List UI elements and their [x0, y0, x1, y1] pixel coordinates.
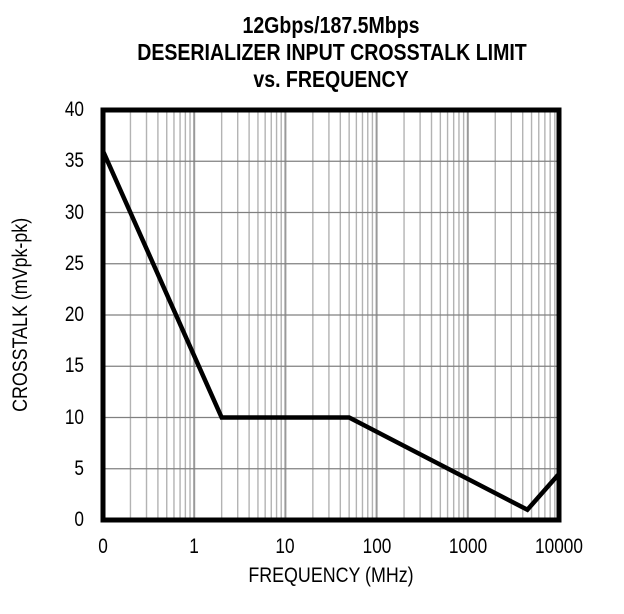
x-axis-title: FREQUENCY (MHz) [248, 564, 414, 587]
y-tick-label-15: 15 [64, 354, 84, 378]
x-tick-label-1000: 1000 [448, 535, 487, 558]
y-tick-label-30: 30 [64, 200, 84, 224]
chart-title: 12Gbps/187.5Mbps DESERIALIZER INPUT CROS… [137, 12, 527, 93]
series-line-deserializer-input-crosstalk-limit [100, 150, 561, 513]
y-tick-label-0: 0 [74, 508, 84, 531]
x-tick-label-10000: 10000 [535, 535, 583, 558]
x-tick-label-10: 10 [275, 535, 295, 558]
chart-title-line-1: 12Gbps/187.5Mbps [242, 12, 420, 38]
y-tick-label-10: 10 [64, 405, 84, 429]
chart-title-line-2: DESERIALIZER INPUT CROSSTALK LIMIT [137, 39, 527, 65]
x-tick-label-0: 0 [98, 535, 108, 558]
plot-area [100, 107, 562, 523]
y-tick-label-35: 35 [64, 149, 84, 173]
y-tick-label-5: 5 [74, 456, 84, 480]
y-tick-label-20: 20 [64, 303, 84, 326]
chart-title-line-3: vs. FREQUENCY [253, 66, 409, 92]
x-tick-label-100: 100 [362, 535, 391, 558]
x-tick-label-1: 1 [189, 535, 199, 558]
plot-border [100, 107, 562, 523]
y-tick-label-25: 25 [64, 251, 84, 275]
y-tick-label-40: 40 [64, 98, 84, 121]
